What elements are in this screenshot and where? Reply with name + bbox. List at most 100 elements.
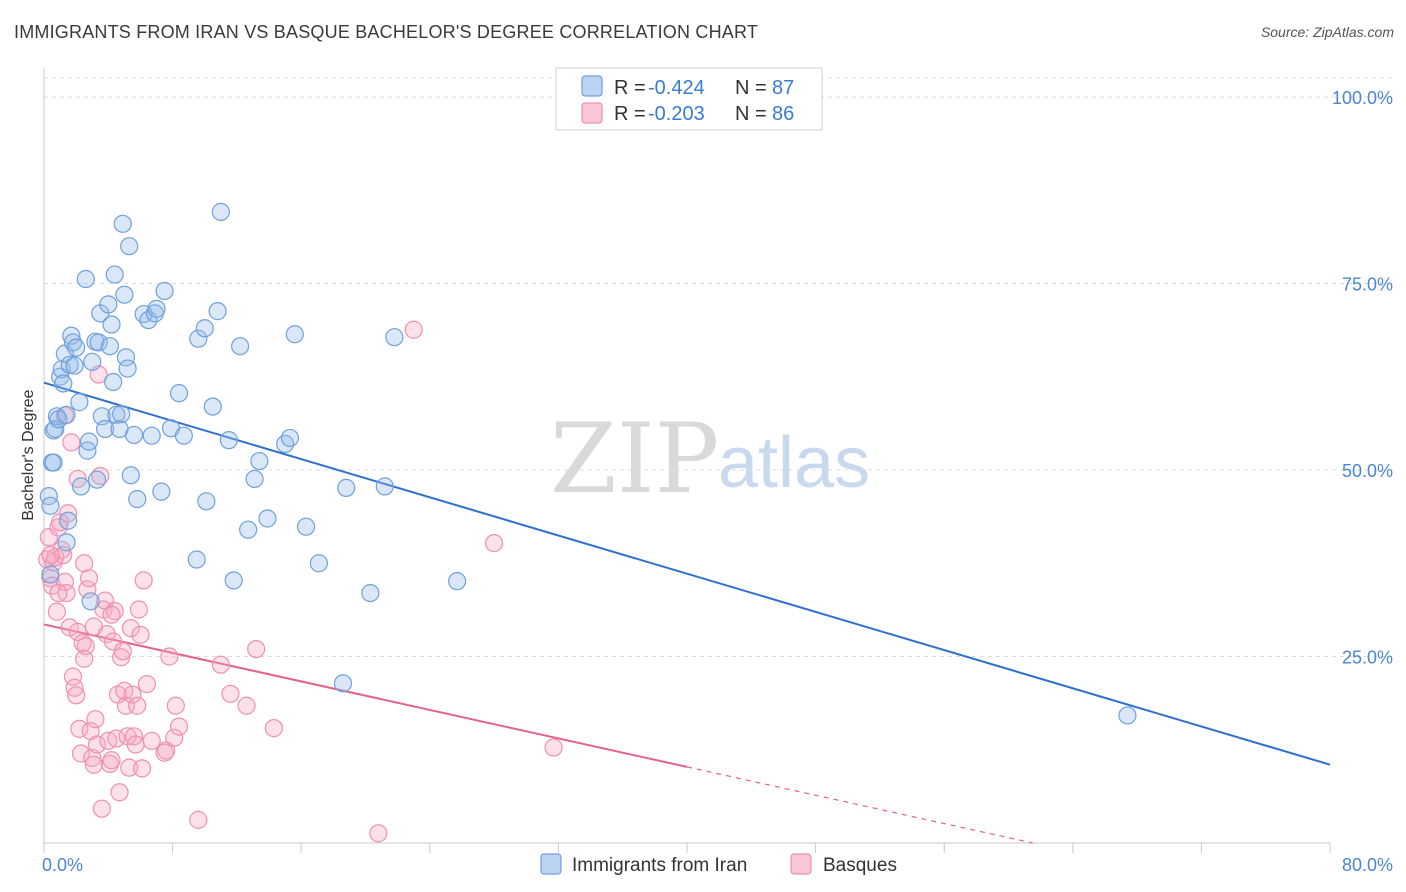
- data-point-iran: [95, 419, 115, 439]
- data-point-iran: [41, 565, 60, 584]
- data-point-basques: [126, 735, 145, 754]
- data-point-iran: [57, 533, 76, 552]
- data-point-iran: [219, 431, 238, 450]
- data-point-basques: [67, 686, 86, 705]
- data-point-basques: [71, 744, 91, 763]
- legend-r-label-1: R =: [614, 77, 646, 99]
- data-point-basques: [110, 783, 129, 802]
- data-point-basques: [128, 696, 147, 715]
- data-point-iran: [76, 269, 95, 289]
- data-point-iran: [333, 674, 353, 693]
- bottom-legend-label-basques: Basques: [823, 855, 897, 876]
- data-point-iran: [115, 285, 134, 304]
- data-point-basques: [76, 636, 95, 656]
- data-point-basques: [165, 728, 184, 747]
- data-point-iran: [195, 319, 214, 338]
- axes: [43, 68, 1331, 853]
- data-point-iran: [280, 428, 300, 448]
- data-point-basques: [160, 647, 179, 666]
- data-point-iran: [361, 583, 380, 603]
- data-point-iran: [83, 352, 102, 371]
- data-point-basques: [102, 605, 121, 624]
- data-point-basques: [544, 738, 563, 757]
- data-point-basques: [83, 748, 102, 768]
- data-point-basques: [134, 571, 153, 590]
- data-point-basques: [41, 545, 60, 565]
- data-point-iran: [62, 326, 81, 345]
- data-point-basques: [86, 710, 105, 729]
- data-point-iran: [60, 355, 79, 374]
- legend-swatch-iran: [581, 75, 603, 97]
- bottom-legend-swatch-iran: [540, 853, 562, 875]
- data-point-iran: [174, 426, 193, 445]
- data-point-basques: [59, 504, 78, 523]
- data-point-basques: [123, 685, 142, 704]
- data-point-basques: [73, 633, 92, 653]
- data-point-basques: [169, 717, 189, 736]
- data-point-iran: [258, 509, 277, 528]
- data-point-basques: [132, 759, 152, 778]
- chart-title: IMMIGRANTS FROM IRAN VS BASQUE BACHELOR'…: [14, 22, 759, 42]
- legend-r-value-2: -0.203: [648, 103, 705, 125]
- data-point-iran: [65, 356, 84, 375]
- data-point-iran: [112, 404, 131, 424]
- x-tick-label: 0.0%: [42, 855, 83, 875]
- legend-n-value-2: 86: [772, 103, 794, 125]
- data-point-basques: [107, 729, 126, 748]
- y-tick-label: 50.0%: [1342, 461, 1393, 481]
- data-point-basques: [39, 528, 58, 547]
- bottom-legend: Immigrants from Iran Basques: [540, 853, 897, 876]
- legend-box: R = -0.424 N = 87 R = -0.203 N = 86: [555, 67, 823, 131]
- series-basques-points: [38, 320, 563, 843]
- data-point-iran: [118, 359, 137, 378]
- data-point-iran: [57, 405, 76, 424]
- data-point-iran: [124, 425, 144, 445]
- data-point-basques: [237, 696, 256, 715]
- data-point-iran: [169, 384, 189, 403]
- y-tick-label: 100.0%: [1332, 88, 1393, 108]
- data-point-iran: [296, 517, 316, 536]
- data-point-iran: [67, 338, 86, 357]
- y-tick-label: 25.0%: [1342, 648, 1393, 668]
- data-point-basques: [221, 684, 240, 703]
- series-iran-points: [39, 202, 1137, 725]
- data-point-basques: [84, 755, 103, 774]
- data-point-iran: [59, 511, 78, 530]
- data-point-iran: [231, 337, 250, 356]
- data-point-iran: [239, 520, 258, 539]
- data-point-iran: [100, 337, 120, 356]
- data-point-iran: [120, 237, 139, 256]
- data-point-iran: [79, 432, 99, 451]
- data-point-iran: [337, 478, 356, 498]
- y-tick-label: 75.0%: [1342, 275, 1393, 295]
- data-point-basques: [247, 639, 266, 659]
- data-point-iran: [105, 265, 124, 284]
- tick-labels: 25.0% 50.0% 75.0% 100.0% 0.0% 80.0%: [42, 88, 1393, 875]
- data-point-iran: [89, 333, 108, 352]
- bottom-legend-swatch-basques: [790, 853, 812, 875]
- data-point-iran: [47, 407, 66, 426]
- legend-n-label-1: N =: [735, 77, 767, 99]
- data-point-basques: [166, 696, 185, 715]
- data-point-iran: [152, 482, 171, 501]
- gridlines: [44, 77, 1392, 657]
- data-point-basques: [121, 619, 140, 638]
- data-point-iran: [113, 214, 132, 233]
- trendline-iran: [43, 381, 1331, 766]
- legend-r-label-2: R =: [614, 103, 646, 125]
- data-point-iran: [189, 329, 208, 348]
- data-point-iran: [211, 202, 230, 221]
- bottom-legend-label-iran: Immigrants from Iran: [572, 855, 747, 876]
- data-point-iran: [309, 554, 328, 573]
- data-point-basques: [92, 799, 111, 818]
- data-point-iran: [142, 426, 161, 445]
- data-point-basques: [62, 433, 81, 452]
- data-point-basques: [84, 617, 103, 636]
- data-point-iran: [102, 315, 121, 334]
- data-point-basques: [137, 675, 156, 694]
- data-point-iran: [81, 592, 100, 611]
- data-point-iran: [87, 470, 107, 489]
- trendline-basques-extension: [686, 766, 1033, 844]
- data-point-iran: [197, 492, 216, 511]
- data-point-basques: [75, 554, 94, 573]
